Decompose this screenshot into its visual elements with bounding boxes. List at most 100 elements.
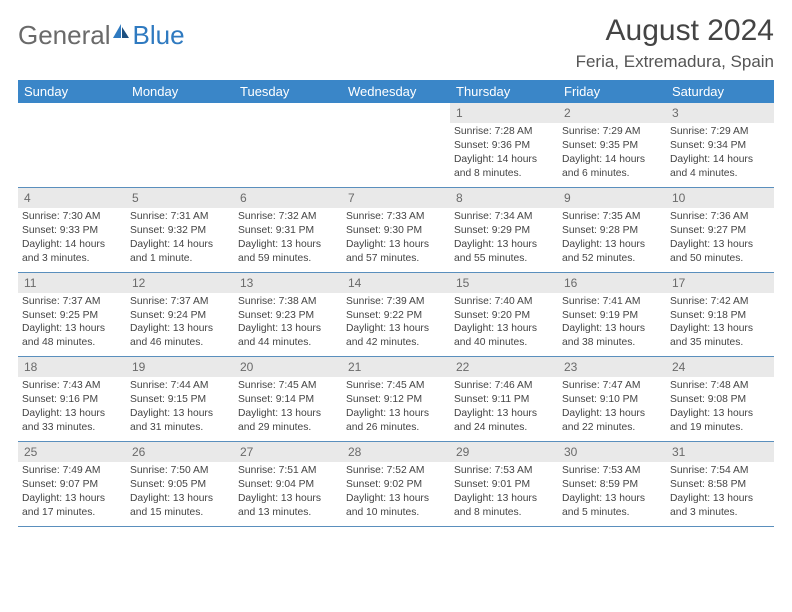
daylight-line: Daylight: 13 hours and 40 minutes. <box>454 322 554 350</box>
sunrise-line: Sunrise: 7:32 AM <box>238 210 338 224</box>
day-cell: Sunrise: 7:46 AMSunset: 9:11 PMDaylight:… <box>450 377 558 441</box>
sunset-line: Sunset: 9:20 PM <box>454 309 554 323</box>
sunset-line: Sunset: 9:08 PM <box>670 393 770 407</box>
day-number: 26 <box>126 442 234 463</box>
day-cell: Sunrise: 7:54 AMSunset: 8:58 PMDaylight:… <box>666 462 774 526</box>
day-number: 20 <box>234 357 342 378</box>
sunrise-line: Sunrise: 7:51 AM <box>238 464 338 478</box>
sunset-line: Sunset: 9:02 PM <box>346 478 446 492</box>
day-cell: Sunrise: 7:53 AMSunset: 9:01 PMDaylight:… <box>450 462 558 526</box>
day-cell: Sunrise: 7:45 AMSunset: 9:12 PMDaylight:… <box>342 377 450 441</box>
sunset-line: Sunset: 9:11 PM <box>454 393 554 407</box>
sunrise-line: Sunrise: 7:42 AM <box>670 295 770 309</box>
day-number: 3 <box>666 103 774 123</box>
day-cell: Sunrise: 7:39 AMSunset: 9:22 PMDaylight:… <box>342 293 450 357</box>
daylight-line: Daylight: 13 hours and 33 minutes. <box>22 407 122 435</box>
sunrise-line: Sunrise: 7:35 AM <box>562 210 662 224</box>
day-number: 22 <box>450 357 558 378</box>
weekday-header: Sunday <box>18 80 126 103</box>
day-number <box>126 103 234 123</box>
day-number: 16 <box>558 272 666 293</box>
sunrise-line: Sunrise: 7:41 AM <box>562 295 662 309</box>
daylight-line: Daylight: 13 hours and 8 minutes. <box>454 492 554 520</box>
sunrise-line: Sunrise: 7:44 AM <box>130 379 230 393</box>
day-number: 8 <box>450 187 558 208</box>
day-cell: Sunrise: 7:44 AMSunset: 9:15 PMDaylight:… <box>126 377 234 441</box>
month-title: August 2024 <box>576 14 774 48</box>
day-number-row: 11121314151617 <box>18 272 774 293</box>
day-cell: Sunrise: 7:50 AMSunset: 9:05 PMDaylight:… <box>126 462 234 526</box>
sunset-line: Sunset: 9:34 PM <box>670 139 770 153</box>
day-number: 5 <box>126 187 234 208</box>
weekday-header: Saturday <box>666 80 774 103</box>
day-number <box>234 103 342 123</box>
sunrise-line: Sunrise: 7:37 AM <box>22 295 122 309</box>
day-cell: Sunrise: 7:52 AMSunset: 9:02 PMDaylight:… <box>342 462 450 526</box>
day-number: 18 <box>18 357 126 378</box>
sunrise-line: Sunrise: 7:45 AM <box>238 379 338 393</box>
day-cell: Sunrise: 7:42 AMSunset: 9:18 PMDaylight:… <box>666 293 774 357</box>
sunrise-line: Sunrise: 7:48 AM <box>670 379 770 393</box>
day-content-row: Sunrise: 7:37 AMSunset: 9:25 PMDaylight:… <box>18 293 774 357</box>
sunrise-line: Sunrise: 7:29 AM <box>562 125 662 139</box>
sunrise-line: Sunrise: 7:43 AM <box>22 379 122 393</box>
day-cell: Sunrise: 7:29 AMSunset: 9:34 PMDaylight:… <box>666 123 774 187</box>
daylight-line: Daylight: 13 hours and 31 minutes. <box>130 407 230 435</box>
day-number <box>18 103 126 123</box>
day-cell: Sunrise: 7:47 AMSunset: 9:10 PMDaylight:… <box>558 377 666 441</box>
daylight-line: Daylight: 13 hours and 44 minutes. <box>238 322 338 350</box>
day-number: 6 <box>234 187 342 208</box>
logo-word2: Blue <box>133 20 185 51</box>
sunrise-line: Sunrise: 7:46 AM <box>454 379 554 393</box>
day-cell: Sunrise: 7:45 AMSunset: 9:14 PMDaylight:… <box>234 377 342 441</box>
sunrise-line: Sunrise: 7:54 AM <box>670 464 770 478</box>
sunset-line: Sunset: 9:31 PM <box>238 224 338 238</box>
day-number: 11 <box>18 272 126 293</box>
day-cell: Sunrise: 7:53 AMSunset: 8:59 PMDaylight:… <box>558 462 666 526</box>
weekday-header-row: Sunday Monday Tuesday Wednesday Thursday… <box>18 80 774 103</box>
sunrise-line: Sunrise: 7:31 AM <box>130 210 230 224</box>
daylight-line: Daylight: 13 hours and 10 minutes. <box>346 492 446 520</box>
sunset-line: Sunset: 9:23 PM <box>238 309 338 323</box>
sunrise-line: Sunrise: 7:37 AM <box>130 295 230 309</box>
header: General Blue August 2024 Feria, Extremad… <box>18 14 774 72</box>
daylight-line: Daylight: 13 hours and 13 minutes. <box>238 492 338 520</box>
day-content-row: Sunrise: 7:49 AMSunset: 9:07 PMDaylight:… <box>18 462 774 526</box>
day-number: 10 <box>666 187 774 208</box>
daylight-line: Daylight: 14 hours and 3 minutes. <box>22 238 122 266</box>
sunset-line: Sunset: 9:04 PM <box>238 478 338 492</box>
sunset-line: Sunset: 9:29 PM <box>454 224 554 238</box>
day-cell: Sunrise: 7:28 AMSunset: 9:36 PMDaylight:… <box>450 123 558 187</box>
sunrise-line: Sunrise: 7:47 AM <box>562 379 662 393</box>
day-cell: Sunrise: 7:30 AMSunset: 9:33 PMDaylight:… <box>18 208 126 272</box>
sunset-line: Sunset: 9:12 PM <box>346 393 446 407</box>
sunset-line: Sunset: 9:14 PM <box>238 393 338 407</box>
sunset-line: Sunset: 9:05 PM <box>130 478 230 492</box>
day-cell: Sunrise: 7:37 AMSunset: 9:25 PMDaylight:… <box>18 293 126 357</box>
day-cell <box>234 123 342 187</box>
daylight-line: Daylight: 13 hours and 48 minutes. <box>22 322 122 350</box>
day-number: 14 <box>342 272 450 293</box>
day-cell: Sunrise: 7:51 AMSunset: 9:04 PMDaylight:… <box>234 462 342 526</box>
day-number: 25 <box>18 442 126 463</box>
sunset-line: Sunset: 9:18 PM <box>670 309 770 323</box>
sunrise-line: Sunrise: 7:50 AM <box>130 464 230 478</box>
sunrise-line: Sunrise: 7:40 AM <box>454 295 554 309</box>
logo-word1: General <box>18 20 111 51</box>
sunrise-line: Sunrise: 7:30 AM <box>22 210 122 224</box>
title-block: August 2024 Feria, Extremadura, Spain <box>576 14 774 72</box>
sunrise-line: Sunrise: 7:38 AM <box>238 295 338 309</box>
daylight-line: Daylight: 13 hours and 50 minutes. <box>670 238 770 266</box>
day-cell <box>342 123 450 187</box>
daylight-line: Daylight: 13 hours and 17 minutes. <box>22 492 122 520</box>
day-number: 29 <box>450 442 558 463</box>
day-number: 31 <box>666 442 774 463</box>
sunrise-line: Sunrise: 7:45 AM <box>346 379 446 393</box>
sunset-line: Sunset: 9:01 PM <box>454 478 554 492</box>
daylight-line: Daylight: 13 hours and 35 minutes. <box>670 322 770 350</box>
day-number: 15 <box>450 272 558 293</box>
daylight-line: Daylight: 13 hours and 26 minutes. <box>346 407 446 435</box>
day-content-row: Sunrise: 7:30 AMSunset: 9:33 PMDaylight:… <box>18 208 774 272</box>
day-content-row: Sunrise: 7:43 AMSunset: 9:16 PMDaylight:… <box>18 377 774 441</box>
day-number: 1 <box>450 103 558 123</box>
